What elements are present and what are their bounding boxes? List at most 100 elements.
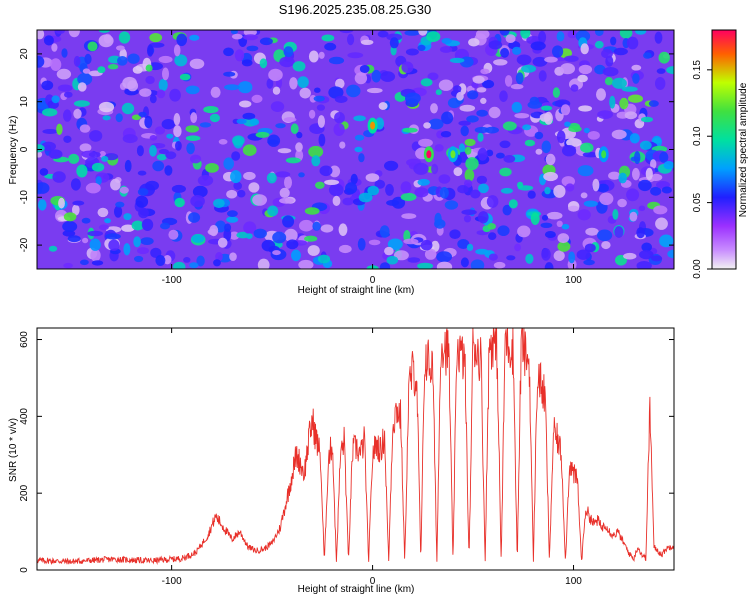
spectrogram-cell [226,216,239,223]
spectrogram-cell [659,234,674,248]
spectrogram-cell [115,113,123,123]
spectrogram-cell [183,257,191,263]
spectrogram-cell [79,143,92,152]
spectrogram-cell [556,130,566,144]
spectrogram-cell [266,172,277,184]
spectrogram-cell [431,163,439,175]
spectrogram-cell [404,30,420,36]
spectrogram-cell [87,230,103,237]
spectrogram-cell [124,159,132,173]
spectrogram-cell [624,111,638,120]
spectrogram-cell [380,71,396,82]
spectrogram-peaks [367,117,609,163]
spectrogram-cell [464,138,476,147]
spectrogram-cell [564,121,571,127]
spectrogram-cell [304,207,320,215]
spectrogram-cell [230,170,242,184]
spectrogram-cell [317,254,331,264]
spectrogram-cell [605,55,614,67]
spectrogram-cell [401,61,414,74]
spectrogram-cell [243,221,257,234]
spectrogram-cell [104,218,111,224]
spectrogram-cell [80,259,89,266]
spectrogram-cell [317,115,325,128]
spectrogram-cell [149,42,165,48]
spectrogram-cell [546,211,563,220]
spectrogram-x-ticks: -100 0 100 [162,30,582,286]
spectrogram-cell [308,50,319,63]
spectrogram-cell [400,192,417,202]
spectrogram-cell [458,143,466,154]
spectrogram-cell [468,38,480,47]
spectrogram-cell [389,37,399,49]
spectrogram-cell [654,31,663,44]
spectrogram-cell [48,149,63,159]
spectrogram-cell [253,228,267,239]
spectrogram-cell [229,231,240,240]
spectrogram-cell [98,30,110,33]
spectrogram-cell [583,200,598,207]
spectrogram-cell [318,133,326,147]
spectrogram-cell [166,133,174,139]
spectrogram-cell [68,30,80,38]
spectrogram-cell [456,91,464,101]
spectrogram-cell [98,224,109,231]
spectrogram-cell [89,238,101,251]
spectrogram-cell [324,179,340,185]
spectrogram-cell [56,68,72,80]
spectrogram-cell [324,42,337,51]
spectrogram-cell [541,140,551,154]
spectrogram-cell [149,94,157,104]
colorbar-tick-label: 0.00 [692,259,703,279]
spectrogram-cell [577,209,591,221]
spectrogram-cell [418,30,428,36]
spectrogram-cell [449,229,461,239]
spectrogram-cell [470,189,481,199]
spectrogram-cell [239,100,252,108]
spectrogram-cell [503,155,516,163]
spectrogram-cell [461,209,477,215]
spectrogram-cell [172,261,186,269]
spectrogram-cell [459,104,476,112]
spectrogram-cell [320,224,334,233]
spectrogram-cell [428,118,444,130]
x-tick-label: -100 [162,576,182,587]
colorbar-ticks: 0.00 0.05 0.10 0.15 [692,60,712,279]
spectrogram-cell [217,237,228,248]
spectrogram-cell [560,104,571,116]
spectrogram-cell [203,106,219,114]
spectrogram-cell [230,30,238,35]
snr-xlabel: Height of straight line (km) [298,584,415,595]
spectrogram-cell [234,49,245,62]
spectrogram-cell [540,222,553,228]
spectrogram-cell [134,255,144,263]
spectrogram-cell [79,124,91,133]
spectrogram-cell [127,80,139,92]
spectrogram-cell [384,160,399,171]
spectrogram-cell [41,141,56,152]
spectrogram-cell [584,243,596,253]
spectrogram-cell [339,141,346,149]
spectrogram-cell [353,115,366,122]
spectrogram-cell [595,30,604,36]
spectrogram-cell [439,187,449,199]
spectrogram-cell [417,262,434,269]
spectrogram-cell [295,142,303,152]
spectrogram-cell [488,232,497,241]
spectrogram-cell [486,149,494,157]
spectrogram-cell [417,44,426,52]
spectrogram-cell [499,140,511,149]
spectrogram-cell [597,183,609,193]
spectrogram-cell [426,31,441,42]
spectrogram-cell [236,118,247,125]
spectrogram-cell [386,199,400,206]
spectrogram-cell [613,47,628,56]
spectrogram-cell [73,108,82,119]
spectrogram-cell [328,183,344,197]
spectrogram-cell [575,30,591,42]
spectrogram-cell [316,104,325,111]
spectrogram-cell [371,69,382,83]
spectrogram-cell [561,223,570,230]
spectrogram-cell [231,33,243,40]
spectrogram-cell [133,236,141,248]
